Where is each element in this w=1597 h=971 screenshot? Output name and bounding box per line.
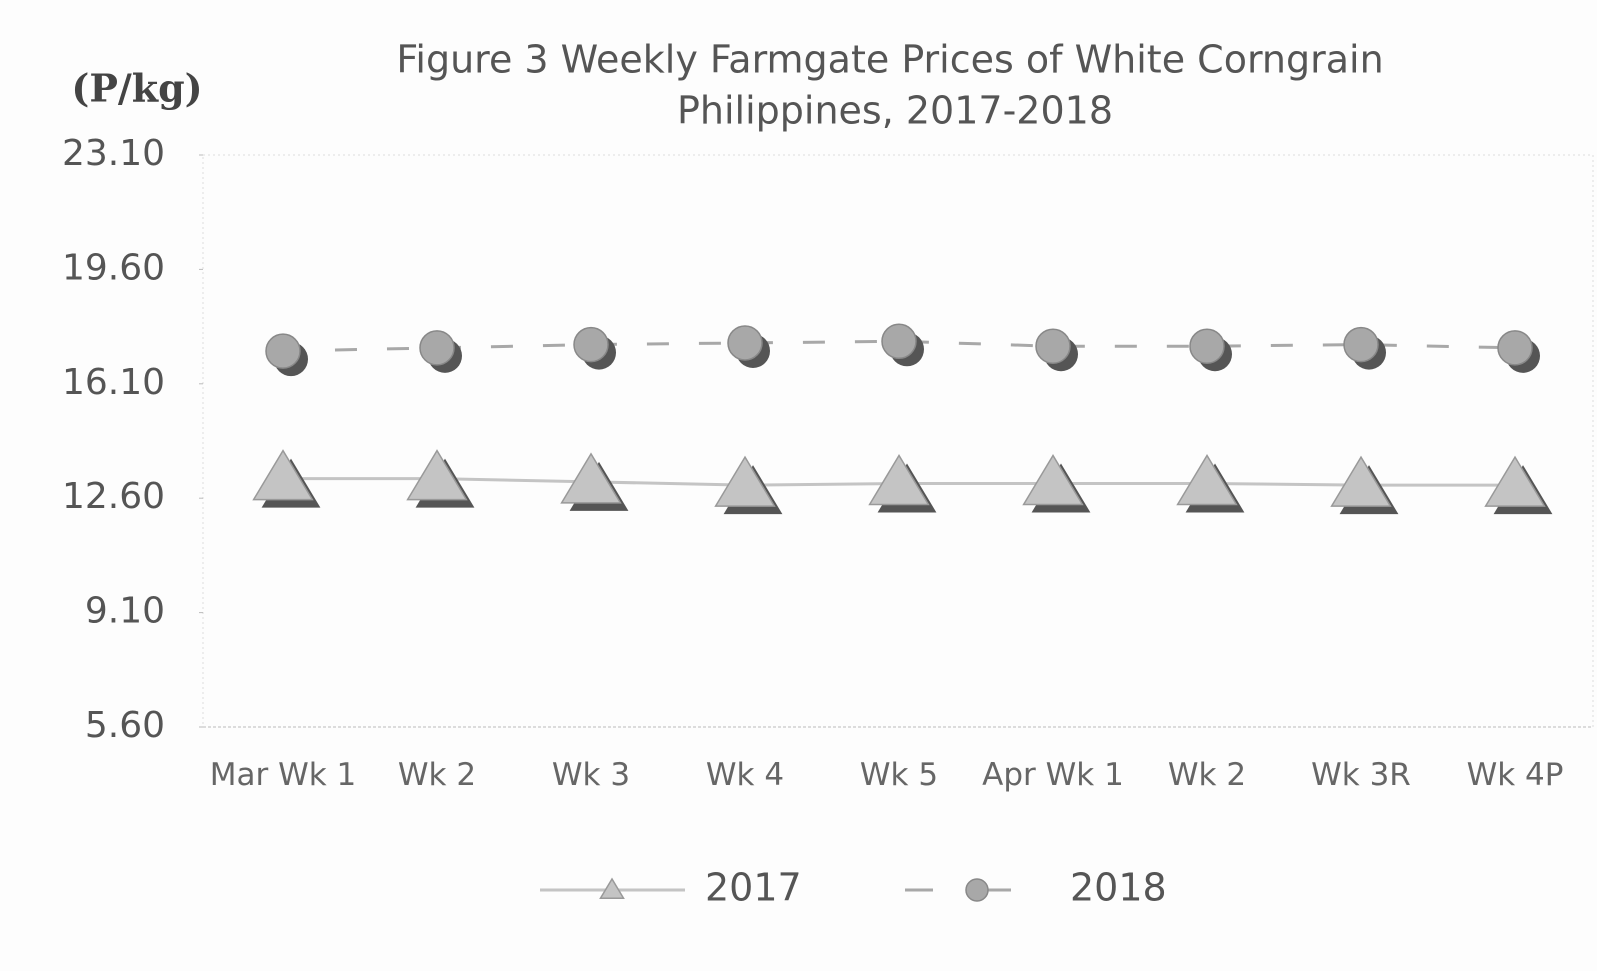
data-point: [419, 330, 455, 366]
data-point: [252, 449, 314, 501]
x-tick-label: Apr Wk 1: [982, 757, 1124, 793]
chart-title: Figure 3 Weekly Farmgate Prices of White…: [396, 38, 1383, 82]
data-point: [881, 323, 917, 360]
plot-area: [202, 154, 1594, 728]
y-tick-label: 9.10: [85, 591, 165, 632]
data-point: [406, 449, 468, 501]
data-point: [714, 455, 776, 507]
legend-marker: [965, 878, 989, 902]
x-tick-label: Mar Wk 1: [209, 757, 357, 793]
data-point: [727, 325, 763, 361]
legend-label: 2017: [705, 866, 802, 910]
data-point: [1022, 454, 1084, 506]
data-point: [1343, 326, 1379, 363]
y-tick-label: 23.10: [62, 133, 165, 174]
x-tick-label: Wk 5: [859, 757, 939, 793]
data-point: [868, 454, 930, 506]
chart-subtitle: Philippines, 2017-2018: [677, 89, 1113, 133]
x-tick-label: Wk 2: [1167, 757, 1247, 793]
data-point: [1497, 330, 1533, 366]
legend-marker: [599, 877, 625, 899]
data-point: [1484, 455, 1546, 507]
x-tick-label: Wk 4P: [1466, 757, 1564, 793]
data-point: [573, 326, 609, 363]
y-tick-label: 5.60: [85, 705, 165, 746]
x-tick-label: Wk 3R: [1311, 757, 1411, 793]
data-point: [560, 452, 622, 504]
x-tick-label: Wk 2: [397, 757, 477, 793]
data-point: [1189, 328, 1225, 364]
y-tick-label: 12.60: [62, 476, 165, 517]
legend-label: 2018: [1070, 866, 1167, 910]
y-axis-label: (P/kg): [71, 66, 202, 111]
y-tick-label: 16.10: [62, 362, 165, 403]
data-point: [1035, 328, 1071, 364]
data-point: [265, 333, 301, 369]
y-tick-label: 19.60: [62, 247, 165, 288]
data-point: [1330, 455, 1392, 507]
x-tick-label: Wk 4: [705, 757, 785, 793]
x-tick-label: Wk 3: [551, 757, 631, 793]
data-point: [1176, 454, 1238, 506]
